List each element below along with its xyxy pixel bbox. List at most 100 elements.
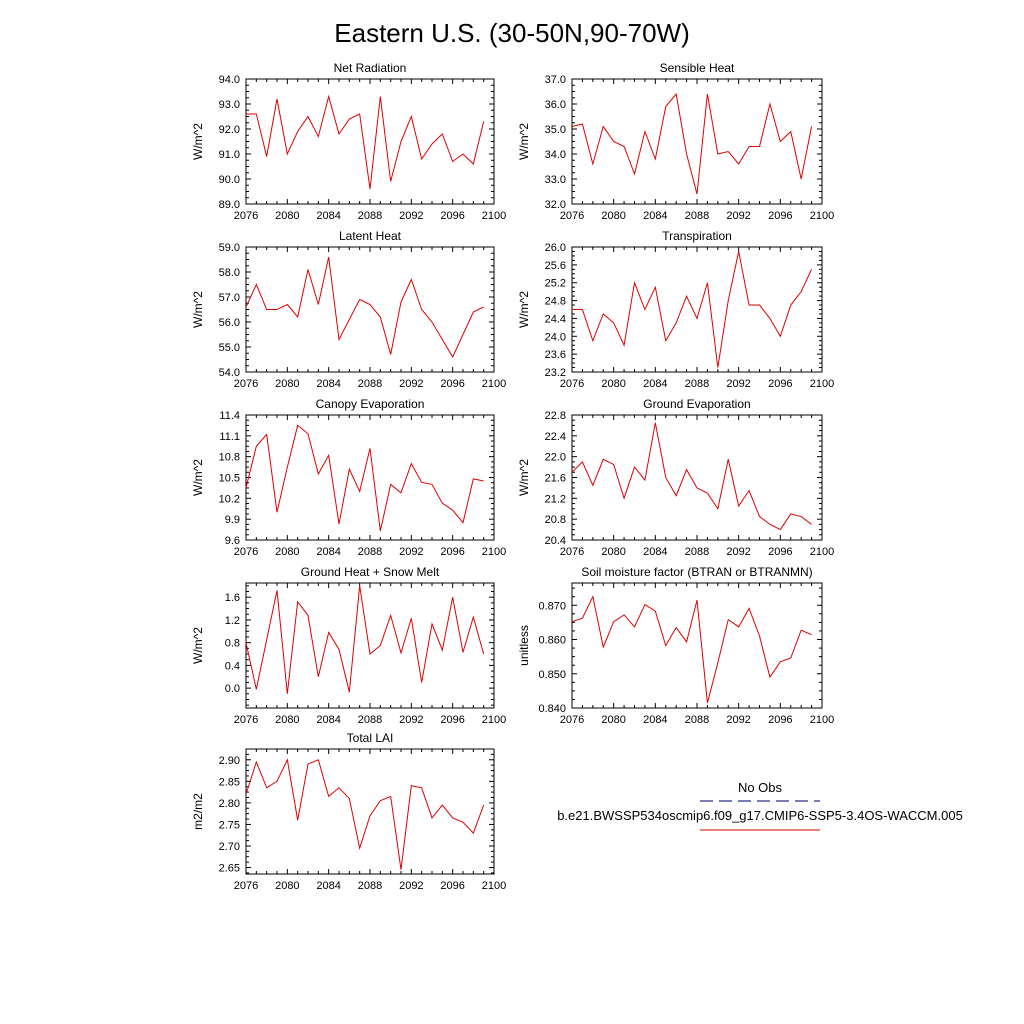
plot-frame <box>571 78 823 205</box>
series-line <box>571 595 812 703</box>
panel-title: Canopy Evaporation <box>316 397 425 411</box>
panel-title: Transpiration <box>662 229 732 243</box>
y-tick-label: 59.0 <box>219 242 240 254</box>
y-tick-label: 56.0 <box>219 317 240 329</box>
x-tick-label: 2100 <box>810 714 834 726</box>
x-tick-label: 2076 <box>560 546 584 558</box>
x-tick-label: 2100 <box>482 546 506 558</box>
y-tick-label: 2.85 <box>219 776 240 788</box>
x-tick-label: 2100 <box>482 210 506 222</box>
y-tick-label: 1.6 <box>225 592 240 604</box>
legend-model-label: b.e21.BWSSP534oscmip6.f09_g17.CMIP6-SSP5… <box>557 808 963 823</box>
x-tick-label: 2088 <box>358 546 382 558</box>
series-line <box>246 94 485 190</box>
x-tick-label: 2096 <box>768 714 792 726</box>
x-tick-label: 2076 <box>560 210 584 222</box>
plot-frame <box>245 246 495 373</box>
y-tick-label: 20.4 <box>545 535 566 547</box>
x-tick-label: 2080 <box>601 546 625 558</box>
y-tick-label: 37.0 <box>545 74 566 86</box>
x-tick-label: 2080 <box>275 714 299 726</box>
x-tick-label: 2092 <box>399 210 423 222</box>
chart-panel: Canopy Evaporation W/m^2 2076 2080 2084 2088 2… <box>191 397 506 558</box>
plot-frame <box>571 414 823 541</box>
x-tick-label: 2092 <box>726 546 750 558</box>
y-tick-label: 0.850 <box>538 669 566 681</box>
y-tick-label: 57.0 <box>219 292 240 304</box>
chart-panel: Total LAI m2/m2 2076 2080 2084 2088 2092 2096 21… <box>191 731 506 892</box>
x-tick-label: 2080 <box>601 378 625 390</box>
y-tick-label: 0.860 <box>538 635 566 647</box>
y-tick-label: 34.0 <box>545 149 566 161</box>
y-tick-label: 11.1 <box>219 431 240 443</box>
panels-group: Net Radiation W/m^2 2076 2080 2084 2088 2092 20… <box>191 61 834 892</box>
y-axis-label: W/m^2 <box>191 459 205 496</box>
x-tick-label: 2092 <box>399 546 423 558</box>
y-axis-label: W/m^2 <box>517 123 531 160</box>
x-tick-label: 2096 <box>440 210 464 222</box>
chart-panel: Ground Heat + Snow Melt W/m^2 2076 2080 2084… <box>191 565 506 726</box>
y-tick-label: 22.4 <box>545 431 566 443</box>
y-tick-label: 25.6 <box>545 260 566 272</box>
panel-title: Ground Heat + Snow Melt <box>301 565 440 579</box>
panel-title: Total LAI <box>347 731 394 745</box>
y-tick-label: 32.0 <box>545 199 566 211</box>
x-tick-label: 2100 <box>482 378 506 390</box>
panel-title: Ground Evaporation <box>643 397 750 411</box>
y-tick-label: 21.6 <box>545 473 566 485</box>
y-tick-label: 22.0 <box>545 452 566 464</box>
y-tick-label: 10.8 <box>219 452 240 464</box>
x-tick-label: 2088 <box>685 378 709 390</box>
panel-title: Soil moisture factor (BTRAN or BTRANMN) <box>581 565 812 579</box>
x-tick-label: 2076 <box>560 378 584 390</box>
chart-panel: Transpiration W/m^2 2076 2080 2084 2088 2092 20… <box>517 229 834 390</box>
x-tick-label: 2088 <box>358 210 382 222</box>
series-line <box>571 92 813 195</box>
y-tick-label: 35.0 <box>545 124 566 136</box>
x-tick-label: 2096 <box>440 714 464 726</box>
y-tick-label: 2.65 <box>219 863 240 875</box>
x-tick-label: 2084 <box>643 378 667 390</box>
x-tick-label: 2084 <box>316 880 340 892</box>
x-tick-label: 2096 <box>440 880 464 892</box>
y-tick-label: 2.70 <box>219 841 240 853</box>
y-tick-label: 25.2 <box>545 278 566 290</box>
x-tick-label: 2096 <box>768 210 792 222</box>
x-tick-label: 2080 <box>275 210 299 222</box>
y-tick-label: 36.0 <box>545 99 566 111</box>
y-tick-label: 26.0 <box>545 242 566 254</box>
y-tick-label: 10.2 <box>219 493 240 505</box>
x-tick-label: 2076 <box>560 714 584 726</box>
chart-panel: Sensible Heat W/m^2 2076 2080 2084 2088 2092 20… <box>517 61 834 222</box>
x-tick-label: 2092 <box>726 714 750 726</box>
x-tick-label: 2092 <box>399 714 423 726</box>
y-axis-label: W/m^2 <box>517 291 531 328</box>
x-tick-label: 2084 <box>316 378 340 390</box>
panel-title: Net Radiation <box>334 61 407 75</box>
panel-title: Latent Heat <box>339 229 402 243</box>
y-tick-label: 89.0 <box>219 199 240 211</box>
x-tick-label: 2084 <box>316 546 340 558</box>
series-line <box>572 251 813 368</box>
x-tick-label: 2084 <box>643 210 667 222</box>
y-tick-label: 24.8 <box>545 296 566 308</box>
x-tick-label: 2088 <box>358 378 382 390</box>
y-tick-label: 23.6 <box>545 349 566 361</box>
x-tick-label: 2092 <box>726 378 750 390</box>
x-tick-label: 2096 <box>440 378 464 390</box>
y-tick-label: 2.90 <box>219 755 240 767</box>
y-tick-label: 0.0 <box>225 683 240 695</box>
series-line <box>245 585 485 694</box>
y-tick-label: 94.0 <box>219 74 240 86</box>
y-tick-label: 1.2 <box>225 615 240 627</box>
x-tick-label: 2092 <box>726 210 750 222</box>
y-tick-label: 2.80 <box>219 798 240 810</box>
y-tick-label: 20.8 <box>545 514 566 526</box>
y-tick-label: 90.0 <box>219 174 240 186</box>
y-tick-label: 24.4 <box>545 313 566 325</box>
y-axis-label: W/m^2 <box>191 123 205 160</box>
chart-panel: Soil moisture factor (BTRAN or BTRANMN) u… <box>517 565 834 726</box>
x-tick-label: 2084 <box>316 714 340 726</box>
y-tick-label: 21.2 <box>545 493 566 505</box>
chart-panel: Net Radiation W/m^2 2076 2080 2084 2088 2092 20… <box>191 61 506 222</box>
